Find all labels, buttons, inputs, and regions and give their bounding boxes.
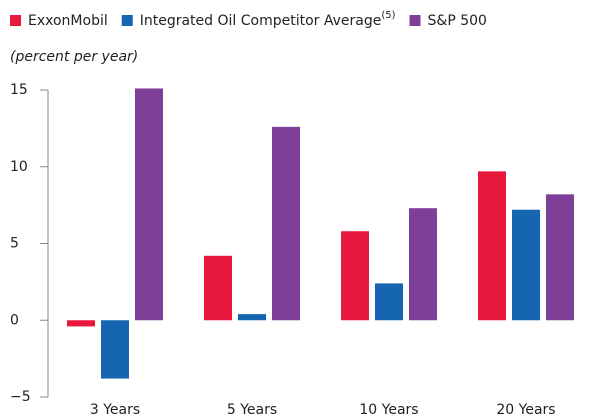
bar xyxy=(478,171,506,321)
legend-label: S&P 500 xyxy=(428,13,487,29)
legend-swatch xyxy=(409,15,421,26)
y-tick-label: −5 xyxy=(10,389,31,405)
chart-subtitle: (percent per year) xyxy=(10,49,138,65)
bar xyxy=(272,126,300,321)
bar xyxy=(204,255,232,321)
x-tick-label: 3 Years xyxy=(90,402,140,418)
x-tick-label: 5 Years xyxy=(227,402,277,418)
y-tick-label: 5 xyxy=(10,236,19,252)
x-tick-label: 20 Years xyxy=(496,402,555,418)
y-tick-label: 10 xyxy=(10,159,28,175)
bar xyxy=(238,314,266,321)
legend-swatch xyxy=(10,15,21,26)
legend-name: Integrated Oil Competitor Average xyxy=(140,13,382,29)
bar xyxy=(409,208,437,321)
legend-label: Integrated Oil Competitor Average(5) xyxy=(140,10,396,29)
bar xyxy=(375,283,403,321)
bar xyxy=(512,209,540,321)
legend-name: S&P 500 xyxy=(428,13,487,29)
y-tick-label: 0 xyxy=(10,312,19,328)
bar xyxy=(546,194,574,321)
y-tick-label: 15 xyxy=(10,82,28,98)
legend-label: ExxonMobil xyxy=(28,13,108,29)
legend-superscript: (5) xyxy=(381,10,395,21)
bar xyxy=(101,320,129,379)
bar xyxy=(135,88,163,321)
x-tick-label: 10 Years xyxy=(359,402,418,418)
bar xyxy=(341,231,369,321)
legend-name: ExxonMobil xyxy=(28,13,108,29)
legend-swatch xyxy=(121,15,133,26)
bar xyxy=(67,320,95,327)
